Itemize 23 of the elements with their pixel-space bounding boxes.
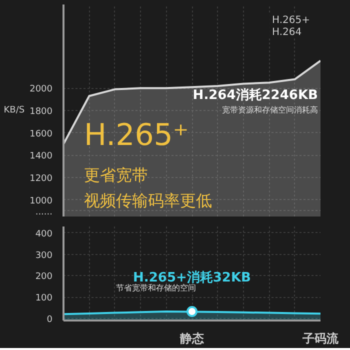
y-tick-label: 1600 (30, 129, 53, 140)
y-tick-label: 0 (46, 314, 53, 325)
y-tick-label: 1000 (30, 196, 53, 206)
annotation: 更省宽带 (84, 166, 148, 185)
y-tick-label: 200 (35, 272, 53, 282)
y-tick-label: 1800 (30, 107, 53, 117)
annotation: 视频传输码率更低 (84, 191, 212, 210)
y-tick-label: 1200 (30, 174, 53, 184)
text: H.265+ (272, 14, 310, 26)
y-tick-label: 100 (35, 294, 53, 304)
y-axis-title: KB/S (4, 106, 25, 116)
y-tick-label: 300 (35, 250, 53, 261)
annotation: 宽带资源和存储空间消耗高 (222, 106, 318, 115)
text: H.264 (272, 26, 302, 38)
y-tick-label: 2000 (30, 84, 53, 95)
annotation: H.264消耗2246KB (192, 87, 318, 104)
annotation: H.265⁺ (84, 118, 189, 153)
x-tick-label: 子码流 (302, 332, 340, 346)
y-tick-label: 400 (35, 229, 53, 240)
x-tick-label: 静态 (179, 332, 205, 346)
annotation: 节省宽带和存储的空间 (116, 283, 196, 292)
y-tick-label: ...... (35, 207, 53, 218)
y-tick-label: 1400 (30, 152, 53, 162)
